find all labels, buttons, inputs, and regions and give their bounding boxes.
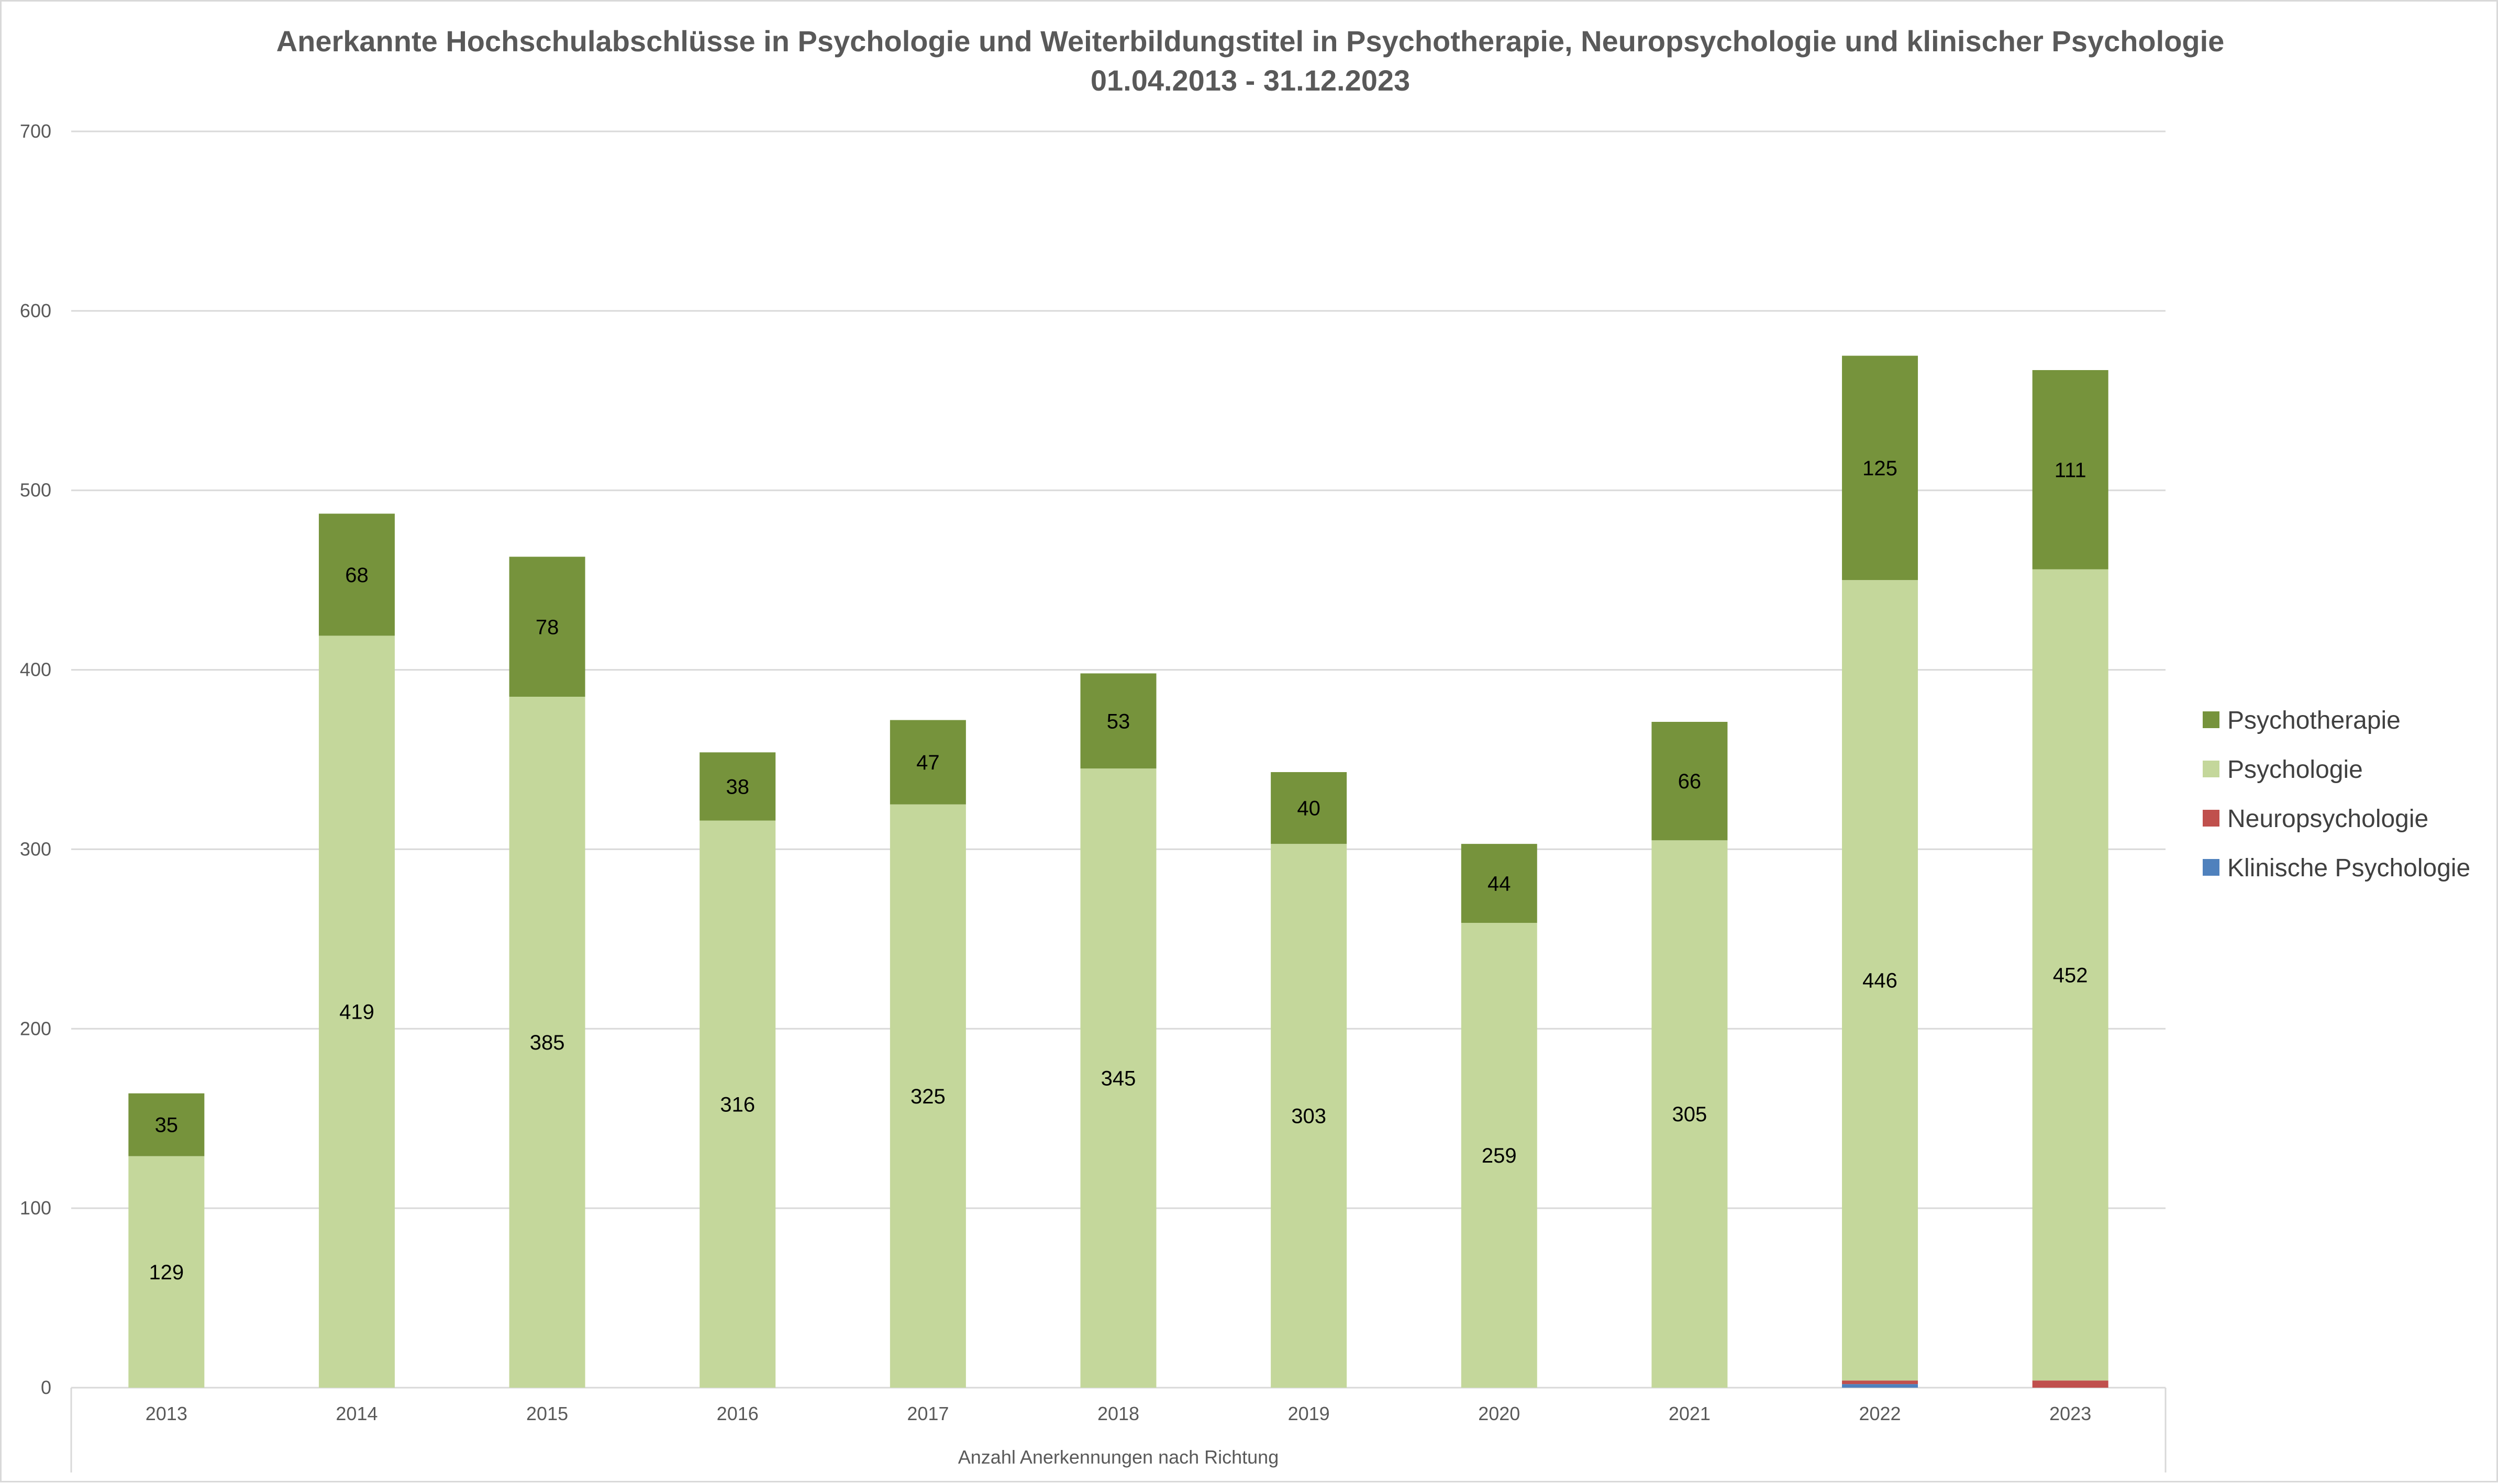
bar-segment (1080, 673, 1157, 769)
legend-swatch (2203, 859, 2219, 876)
data-label: 38 (726, 775, 749, 798)
data-label: 345 (1101, 1067, 1136, 1090)
bar-segment (890, 720, 966, 805)
data-label: 47 (916, 751, 940, 774)
data-label: 303 (1291, 1105, 1326, 1128)
legend-label: Neuropsychologie (2227, 805, 2428, 833)
bar-segment (128, 1156, 205, 1388)
bar-segment (1842, 1380, 1918, 1385)
chart-subtitle: 01.04.2013 - 31.12.2023 (1091, 64, 1410, 97)
bar-segment (1271, 844, 1347, 1388)
bar-segment (509, 697, 585, 1388)
data-labels: 129 35 419 68 385 78 316 38 325 47 345 53 303 40 259 44… (149, 457, 2088, 1284)
legend-label: Klinische Psychologie (2227, 854, 2470, 882)
x-axis-label: Anzahl Anerkennungen nach Richtung (958, 1446, 1279, 1468)
x-tick-label: 2014 (336, 1403, 378, 1424)
x-tick-label: 2016 (717, 1403, 759, 1424)
legend: Psychotherapie Psychologie Neuropsychologi… (2203, 707, 2470, 882)
y-tick-label: 100 (20, 1197, 51, 1219)
bar-segment (2032, 569, 2108, 1381)
bar-segment (2032, 370, 2108, 570)
legend-swatch (2203, 711, 2219, 728)
bar-segment (318, 514, 395, 636)
y-tick-label: 600 (20, 300, 51, 321)
x-tick-label: 2020 (1478, 1403, 1520, 1424)
data-label: 68 (345, 564, 369, 587)
bar-segment (318, 635, 395, 1388)
data-label: 53 (1107, 710, 1130, 733)
x-tick-label: 2018 (1097, 1403, 1139, 1424)
legend-label: Psychologie (2227, 756, 2363, 784)
bar-segment (1651, 840, 1728, 1388)
x-tick-label: 2022 (1859, 1403, 1901, 1424)
y-tick-label: 300 (20, 838, 51, 860)
bar-segment (1271, 772, 1347, 844)
x-tick-label: 2013 (146, 1403, 187, 1424)
bar-segment (509, 556, 585, 697)
x-tick-label: 2019 (1288, 1403, 1330, 1424)
data-label: 125 (1862, 457, 1897, 480)
legend-label: Psychotherapie (2227, 707, 2401, 734)
data-label: 66 (1678, 770, 1702, 793)
bar-segment (700, 752, 776, 821)
data-label: 385 (530, 1031, 565, 1054)
x-tick-label: 2021 (1669, 1403, 1711, 1424)
bar-segment (128, 1093, 205, 1156)
y-axis-ticks: 0 100 200 300 400 500 600 700 (20, 120, 51, 1398)
bar-segment (1080, 768, 1157, 1388)
bar-segment (1461, 923, 1537, 1388)
data-label: 452 (2053, 964, 2088, 987)
y-tick-label: 200 (20, 1018, 51, 1039)
y-tick-label: 0 (41, 1377, 51, 1398)
bars (128, 355, 2108, 1388)
data-label: 35 (155, 1114, 179, 1137)
x-axis-ticks: 2013 2014 2015 2016 2017 2018 2019 2020 2021 2022… (146, 1403, 2091, 1424)
bar-segment (2032, 1380, 2108, 1388)
chart-title: Anerkannte Hochschulabschlüsse in Psycho… (276, 25, 2225, 58)
data-label: 325 (911, 1085, 946, 1108)
bar-segment (890, 804, 966, 1388)
data-label: 419 (339, 1001, 374, 1024)
data-label: 111 (2055, 459, 2086, 482)
x-tick-label: 2017 (907, 1403, 949, 1424)
data-label: 259 (1482, 1144, 1517, 1167)
y-tick-label: 700 (20, 120, 51, 142)
x-tick-label: 2023 (2049, 1403, 2091, 1424)
y-tick-label: 500 (20, 479, 51, 501)
bar-segment (1842, 355, 1918, 581)
bar-segment (700, 820, 776, 1388)
data-label: 44 (1487, 873, 1511, 896)
data-label: 446 (1862, 969, 1897, 992)
data-label: 316 (720, 1093, 755, 1116)
data-label: 40 (1297, 797, 1320, 820)
bar-segment (1842, 580, 1918, 1381)
bar-segment (1842, 1384, 1918, 1388)
data-label: 129 (149, 1261, 184, 1284)
x-tick-label: 2015 (526, 1403, 568, 1424)
y-tick-label: 400 (20, 659, 51, 680)
legend-swatch (2203, 761, 2219, 777)
data-label: 78 (536, 616, 559, 639)
data-label: 305 (1672, 1103, 1707, 1126)
bar-segment (1651, 722, 1728, 841)
bar-segment (1461, 844, 1537, 923)
legend-swatch (2203, 810, 2219, 827)
